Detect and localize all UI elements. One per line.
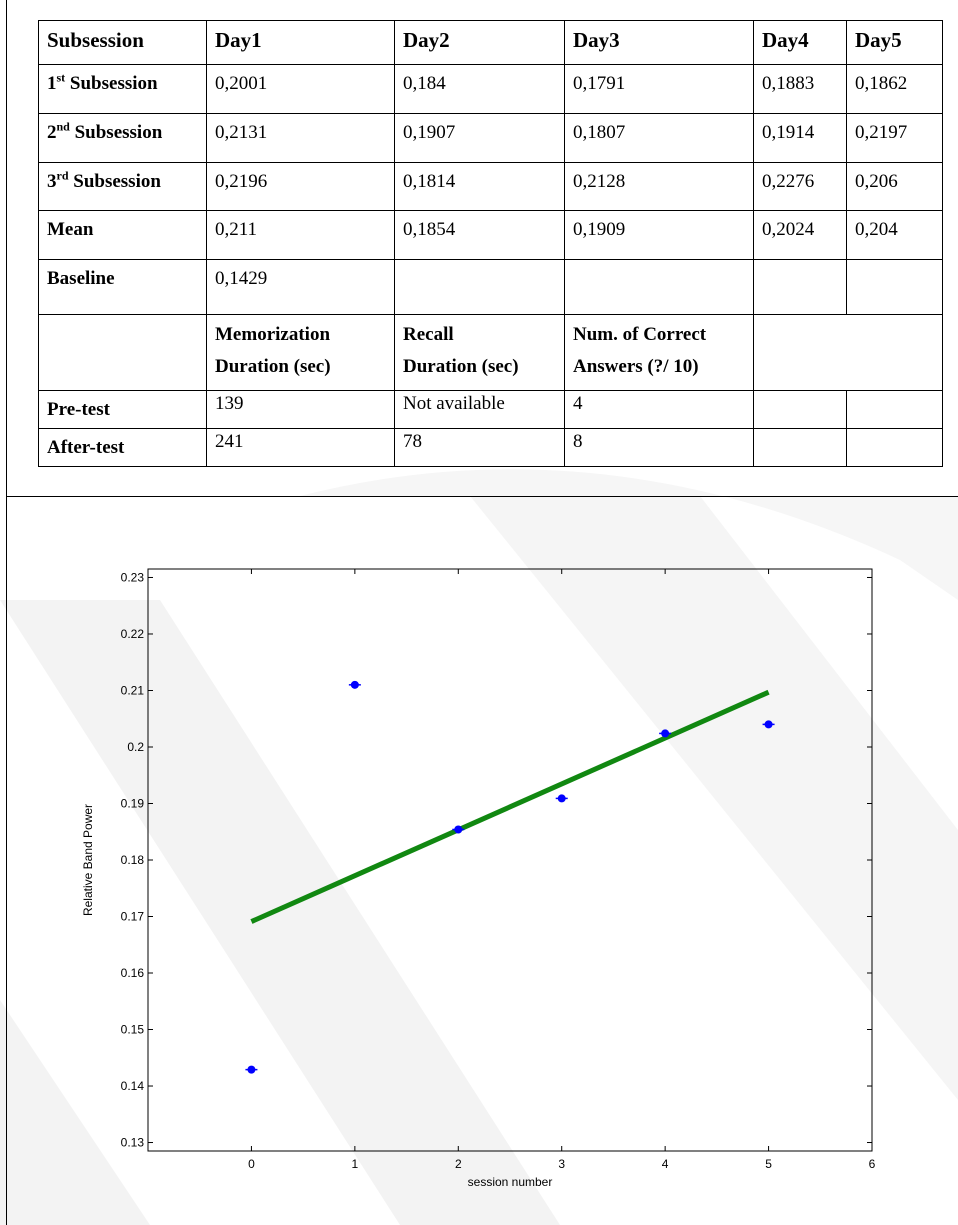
table-cell: 0,204 xyxy=(846,210,943,260)
x-tick-label: 3 xyxy=(558,1157,565,1171)
table-cell: 0,1854 xyxy=(394,210,565,260)
row-label: 1st Subsession xyxy=(38,64,207,114)
table-cell xyxy=(846,259,943,315)
table-cell: 0,1914 xyxy=(753,113,847,163)
table-cell: 241 xyxy=(206,428,395,467)
x-tick-label: 6 xyxy=(869,1157,876,1171)
table-row: 3rd Subsession 0,2196 0,1814 0,2128 0,22… xyxy=(38,162,943,211)
table-cell xyxy=(394,259,565,315)
header-line: Memorization xyxy=(215,324,331,345)
x-tick-label: 1 xyxy=(352,1157,359,1171)
y-tick-label: 0.15 xyxy=(121,1023,145,1037)
table-cell xyxy=(564,259,754,315)
results-table: Subsession Day1 Day2 Day3 Day4 Day5 1st … xyxy=(38,20,943,467)
y-tick-label: 0.21 xyxy=(121,683,145,697)
x-tick-label: 2 xyxy=(455,1157,462,1171)
y-tick-label: 0.17 xyxy=(121,910,145,924)
table-row: 2nd Subsession 0,2131 0,1907 0,1807 0,19… xyxy=(38,113,943,163)
row-label: 2nd Subsession xyxy=(38,113,207,163)
x-tick-label: 0 xyxy=(248,1157,255,1171)
plot-area xyxy=(147,568,873,1152)
table-cell: 0,2001 xyxy=(206,64,395,114)
table-cell: 0,1909 xyxy=(564,210,754,260)
y-tick-label: 0.19 xyxy=(121,796,145,810)
table-cell: 0,184 xyxy=(394,64,565,114)
header-cell: Day2 xyxy=(394,20,565,65)
y-tick-label: 0.23 xyxy=(121,570,145,584)
recall-header: Recall Duration (sec) xyxy=(394,314,565,391)
header-cell: Day4 xyxy=(753,20,847,65)
row-label: After-test xyxy=(38,428,207,467)
header-cell: Day3 xyxy=(564,20,754,65)
baseline-row: Baseline 0,1429 xyxy=(38,259,943,315)
table-cell: 8 xyxy=(564,428,754,467)
table-cell xyxy=(753,428,847,467)
table-cell: 0,2131 xyxy=(206,113,395,163)
pretest-row: Pre-test 139 Not available 4 xyxy=(38,390,943,429)
row-label: Baseline xyxy=(38,259,207,315)
table-cell: 0,2024 xyxy=(753,210,847,260)
table-cell: 0,2197 xyxy=(846,113,943,163)
section-divider xyxy=(6,496,958,497)
y-tick-label: 0.2 xyxy=(127,740,144,754)
band-power-chart: 0 1 2 3 4 5 6 0.13 0.14 0.15 0.16 0.17 0.18 0.19 0.2 0.… xyxy=(0,497,958,1225)
chart-svg: 0 1 2 3 4 5 6 0.13 0.14 0.15 0.16 0.17 0.18 0.19 0.2 0.… xyxy=(81,568,876,1189)
y-axis-title: Relative Band Power xyxy=(81,804,95,916)
table-cell: 0,1883 xyxy=(753,64,847,114)
row-label: Mean xyxy=(38,210,207,260)
fit-line xyxy=(250,689,770,924)
table-cell: 0,2196 xyxy=(206,162,395,211)
memorization-header: Memorization Duration (sec) xyxy=(206,314,395,391)
header-line: Duration (sec) xyxy=(403,356,519,377)
table-cell: 0,2128 xyxy=(564,162,754,211)
mean-row: Mean 0,211 0,1854 0,1909 0,2024 0,204 xyxy=(38,210,943,260)
table-cell xyxy=(753,259,847,315)
table-cell: 0,211 xyxy=(206,210,395,260)
header-line: Answers (?/ 10) xyxy=(573,356,699,377)
x-tick-label: 5 xyxy=(765,1157,772,1171)
row-label: 3rd Subsession xyxy=(38,162,207,211)
table-cell: 4 xyxy=(564,390,754,429)
table-cell: 0,1907 xyxy=(394,113,565,163)
header-cell: Day5 xyxy=(846,20,943,65)
header-line: Duration (sec) xyxy=(215,356,331,377)
row-label: Pre-test xyxy=(38,390,207,429)
x-tick-label: 4 xyxy=(662,1157,669,1171)
table-cell xyxy=(846,390,943,429)
table-row: 1st Subsession 0,2001 0,184 0,1791 0,188… xyxy=(38,64,943,114)
y-tick-label: 0.14 xyxy=(121,1079,145,1093)
header-line: Num. of Correct xyxy=(573,324,707,345)
table-cell: 0,1814 xyxy=(394,162,565,211)
y-tick-label: 0.18 xyxy=(121,853,145,867)
table-header-row: Subsession Day1 Day2 Day3 Day4 Day5 xyxy=(38,20,943,65)
table-cell: 0,1862 xyxy=(846,64,943,114)
table-cell: 78 xyxy=(394,428,565,467)
y-tick-label: 0.22 xyxy=(121,627,145,641)
table-cell: Not available xyxy=(394,390,565,429)
aftertest-row: After-test 241 78 8 xyxy=(38,428,943,467)
x-axis-title: session number xyxy=(468,1175,553,1189)
header-cell: Subsession xyxy=(38,20,207,65)
y-tick-label: 0.16 xyxy=(121,966,145,980)
table-cell xyxy=(38,314,207,391)
table-cell xyxy=(753,390,847,429)
table-cell: 0,206 xyxy=(846,162,943,211)
page-border-left xyxy=(6,0,7,1225)
header-cell: Day1 xyxy=(206,20,395,65)
y-tick-label: 0.13 xyxy=(121,1136,145,1150)
test-header-row: Memorization Duration (sec) Recall Duratio… xyxy=(38,314,943,391)
table-cell: 0,1429 xyxy=(206,259,395,315)
table-cell: 139 xyxy=(206,390,395,429)
table-cell: 0,1807 xyxy=(564,113,754,163)
table-cell xyxy=(753,314,943,391)
table-cell: 0,2276 xyxy=(753,162,847,211)
header-line: Recall xyxy=(403,324,454,345)
table-cell: 0,1791 xyxy=(564,64,754,114)
table-cell xyxy=(846,428,943,467)
correct-answers-header: Num. of Correct Answers (?/ 10) xyxy=(564,314,754,391)
